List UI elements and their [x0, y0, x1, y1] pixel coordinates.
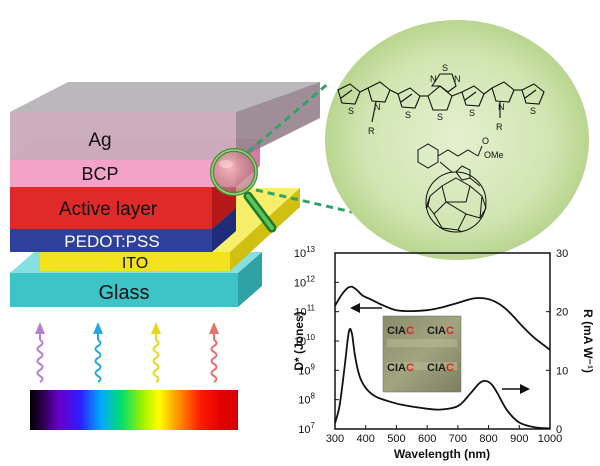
x-tick-label: 900 — [510, 433, 528, 445]
device-stack: Glass ITO PEDOT:PSS Active layer — [10, 82, 320, 307]
thiophene-s-5: S — [530, 106, 536, 116]
layer-bcp-front — [10, 160, 236, 187]
layer-label-bcp: BCP — [81, 164, 118, 184]
acceptor-molecule — [417, 143, 487, 233]
zoom-line-bottom — [255, 188, 353, 214]
pyrrole-n-2: N — [498, 102, 505, 112]
bt-s: S — [442, 63, 448, 73]
y-right-tick-label: 30 — [556, 248, 568, 260]
layer-ag: Ag — [10, 82, 320, 160]
pyrrole-n-1: N — [374, 102, 381, 112]
y-right-tick-label: 20 — [556, 307, 568, 319]
x-tick-label: 400 — [357, 433, 375, 445]
molecule-background — [325, 20, 589, 260]
x-tick-label: 800 — [479, 433, 497, 445]
bt-n-1: N — [430, 74, 437, 84]
bt-n-2: N — [454, 74, 461, 84]
y-left-tick-label: 108 — [298, 392, 315, 407]
magnifier-icon — [210, 148, 277, 233]
layer-glass-front — [10, 273, 238, 307]
r-group-1: R — [368, 126, 375, 136]
ester-ome-label: OMe — [484, 150, 504, 160]
spectrum-bar — [30, 390, 238, 430]
y-right-tick-label: 10 — [556, 365, 568, 377]
light-arrow — [151, 322, 161, 383]
layer-pedot-front — [10, 229, 212, 252]
x-tick-label: 300 — [326, 433, 344, 445]
layer-label-ito: ITO — [122, 255, 148, 272]
layer-label-ag: Ag — [88, 130, 111, 151]
layer-ito-front — [40, 252, 230, 271]
layer-active-front — [10, 187, 212, 229]
inset-label-4: CIAC — [427, 362, 454, 374]
y-right-axis-title: R (mA W⁻¹) — [581, 309, 595, 373]
detectivity-responsivity-chart: 300 400 500 600 700 800 900 1000 10710810910101… — [292, 245, 595, 461]
inset-device-photo: CIAC CIAC CIAC CIAC — [382, 315, 462, 393]
light-arrow — [209, 322, 219, 383]
r-group-2: R — [496, 122, 503, 132]
ester-o-label: O — [482, 136, 489, 146]
zoom-line-top — [247, 80, 331, 154]
inset-label-2: CIAC — [427, 325, 454, 337]
y-left-tick-label: 1012 — [294, 274, 316, 289]
inset-label-1: CIAC — [387, 325, 414, 337]
series-line-detectivity — [334, 285, 551, 351]
x-tick-label: 1000 — [538, 433, 562, 445]
arrow-left-axis — [350, 303, 382, 313]
donor-molecule — [337, 73, 545, 123]
y-left-tick-label: 1011 — [294, 304, 315, 319]
x-tick-label: 600 — [418, 433, 436, 445]
y-left-tick-label: 1013 — [294, 245, 316, 260]
layer-label-active: Active layer — [59, 199, 158, 220]
light-arrow — [93, 322, 103, 383]
x-axis-title: Wavelength (nm) — [394, 447, 490, 461]
thiophene-s-4: S — [469, 108, 475, 118]
arrow-right-axis — [502, 384, 530, 394]
molecule-panel: S N R S S N N S S N R S — [325, 20, 589, 260]
x-tick-label: 700 — [449, 433, 467, 445]
layer-ag-front — [10, 112, 236, 160]
layer-label-pedot: PEDOT:PSS — [64, 232, 159, 251]
light-arrow — [35, 322, 45, 383]
y-left-axis-title: D* (Jones) — [292, 311, 306, 370]
y-left-tick-label: 107 — [298, 421, 315, 436]
y-left-tick-label: 1010 — [294, 333, 316, 348]
x-tick-label: 500 — [387, 433, 405, 445]
thiophene-s-2: S — [405, 110, 411, 120]
inset-label-3: CIAC — [387, 362, 414, 374]
thiophene-s-3: S — [437, 112, 443, 122]
thiophene-s-1: S — [348, 106, 354, 116]
incident-light-arrows — [35, 322, 219, 383]
y-left-tick-label: 109 — [298, 362, 315, 377]
series-line-responsivity — [334, 327, 551, 430]
layer-label-glass: Glass — [98, 282, 149, 304]
y-right-tick-label: 0 — [556, 424, 562, 436]
